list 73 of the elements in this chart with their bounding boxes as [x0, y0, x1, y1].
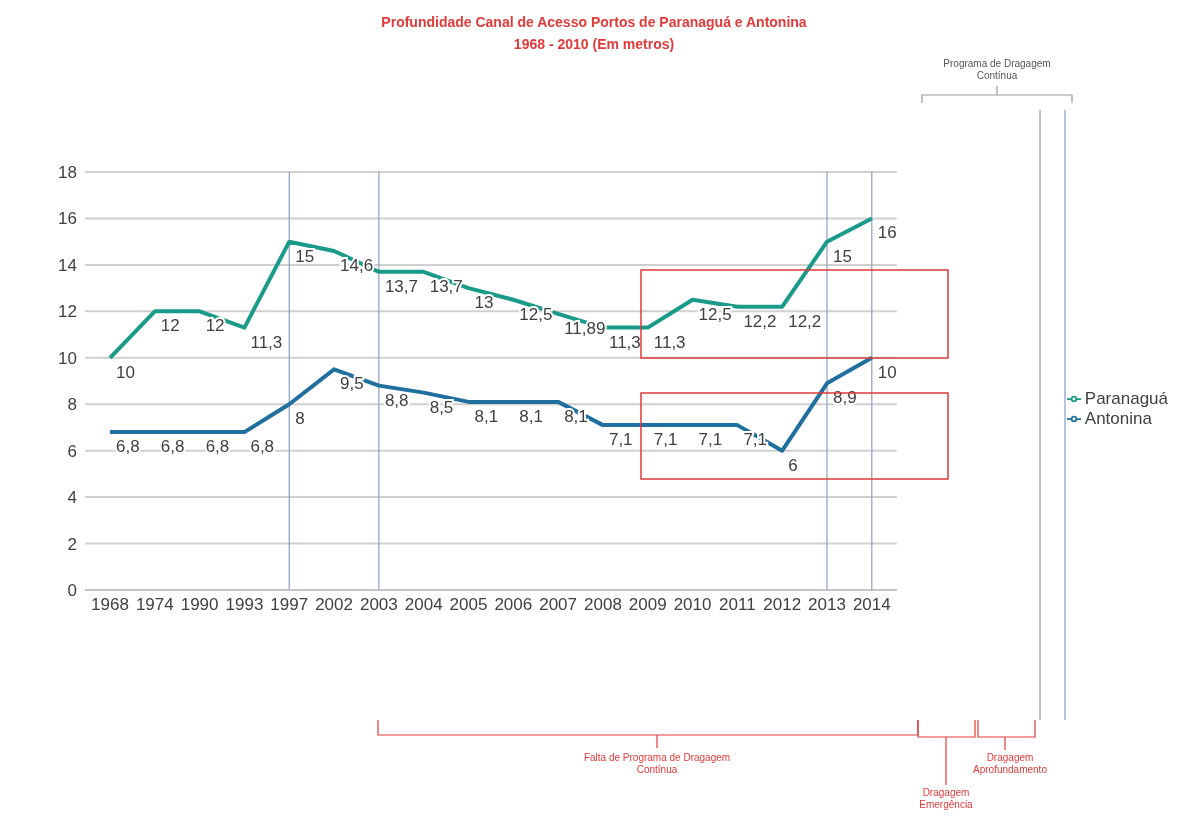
text: Programa de Dragagem Contínua [942, 58, 1052, 82]
data-label: 7,1 [743, 430, 768, 450]
x-tick-label: 1990 [180, 595, 219, 615]
legend-label: Antonina [1084, 408, 1152, 428]
data-label: 12,5 [698, 304, 732, 324]
x-tick-label: 1974 [135, 595, 174, 615]
data-label: 13 [474, 293, 494, 313]
data-label: 11,3 [653, 332, 686, 352]
x-tick-label: 2013 [808, 595, 846, 615]
x-tick-label: 2002 [315, 595, 353, 615]
data-label: 7,1 [608, 430, 633, 450]
data-label: 12,2 [788, 311, 822, 331]
y-tick-label: 18 [58, 163, 77, 183]
x-tick-label: 2011 [719, 595, 756, 615]
y-tick-label: 12 [58, 302, 77, 322]
y-tick-label: 2 [67, 534, 77, 554]
y-tick-label: 8 [67, 395, 77, 415]
data-label: 12 [205, 316, 225, 336]
x-tick-label: 1968 [91, 595, 129, 615]
data-label: 10 [116, 362, 135, 382]
data-label: 13,7 [429, 276, 463, 296]
data-label: 8 [295, 409, 305, 429]
data-label: 7,1 [698, 430, 723, 450]
x-tick-label: 1997 [270, 595, 309, 615]
data-label: 13,7 [384, 276, 418, 296]
x-tick-label: 2006 [494, 595, 533, 615]
data-label: 10 [877, 362, 897, 382]
data-label: 6 [788, 455, 798, 475]
y-tick-label: 4 [67, 488, 77, 508]
data-label: 6,8 [205, 437, 230, 457]
y-tick-label: 0 [67, 581, 77, 601]
data-label: 8,1 [564, 406, 588, 426]
x-tick-label: 2009 [628, 595, 667, 615]
text: Dragagem Aprofundamento [972, 752, 1048, 776]
x-tick-label: 2008 [584, 595, 622, 615]
x-tick-label: 2012 [763, 595, 802, 615]
data-label: 11,89 [564, 318, 606, 338]
x-tick-label: 2004 [404, 595, 443, 615]
x-tick-label: 2014 [852, 595, 891, 615]
text: Falta de Programa de Dragagem Contínua [582, 752, 732, 776]
line-series [108, 355, 874, 453]
data-label: 6,8 [116, 437, 140, 457]
x-tick-label: 2010 [673, 595, 712, 615]
y-tick-label: 16 [58, 209, 77, 229]
y-tick-label: 14 [58, 255, 77, 275]
data-label: 11,3 [250, 332, 283, 352]
x-tick-label: 2005 [449, 595, 488, 615]
data-label: 8,5 [429, 397, 454, 417]
chart-subtitle: 1968 - 2010 (Em metros) [512, 36, 676, 52]
chart-title: Profundidade Canal de Acesso Portos de Paranaguá e Antonina [380, 14, 808, 30]
x-tick-label: 1993 [225, 595, 264, 615]
line-series [108, 216, 874, 360]
data-label: 15 [295, 246, 315, 266]
y-tick-label: 10 [58, 348, 77, 368]
text: Dragagem Emergência [918, 787, 974, 811]
y-tick-label: 6 [67, 441, 77, 461]
data-label: 9,5 [340, 374, 364, 394]
data-label: 7,1 [653, 430, 678, 450]
data-label: 8,1 [474, 406, 499, 426]
data-label: 15 [833, 246, 852, 266]
data-label: 12 [160, 316, 180, 336]
data-label: 6,8 [160, 437, 185, 457]
x-tick-label: 2003 [359, 595, 398, 615]
data-label: 8,8 [384, 390, 409, 410]
x-tick-label: 2007 [539, 595, 578, 615]
data-label: 6,8 [250, 437, 275, 457]
data-label: 16 [877, 223, 897, 243]
data-label: 8,9 [833, 388, 857, 408]
legend-label: Paranaguá [1084, 388, 1168, 408]
data-label: 12,5 [519, 304, 553, 324]
data-label: 12,2 [743, 311, 777, 331]
data-label: 11,3 [608, 332, 641, 352]
data-label: 8,1 [519, 406, 543, 426]
